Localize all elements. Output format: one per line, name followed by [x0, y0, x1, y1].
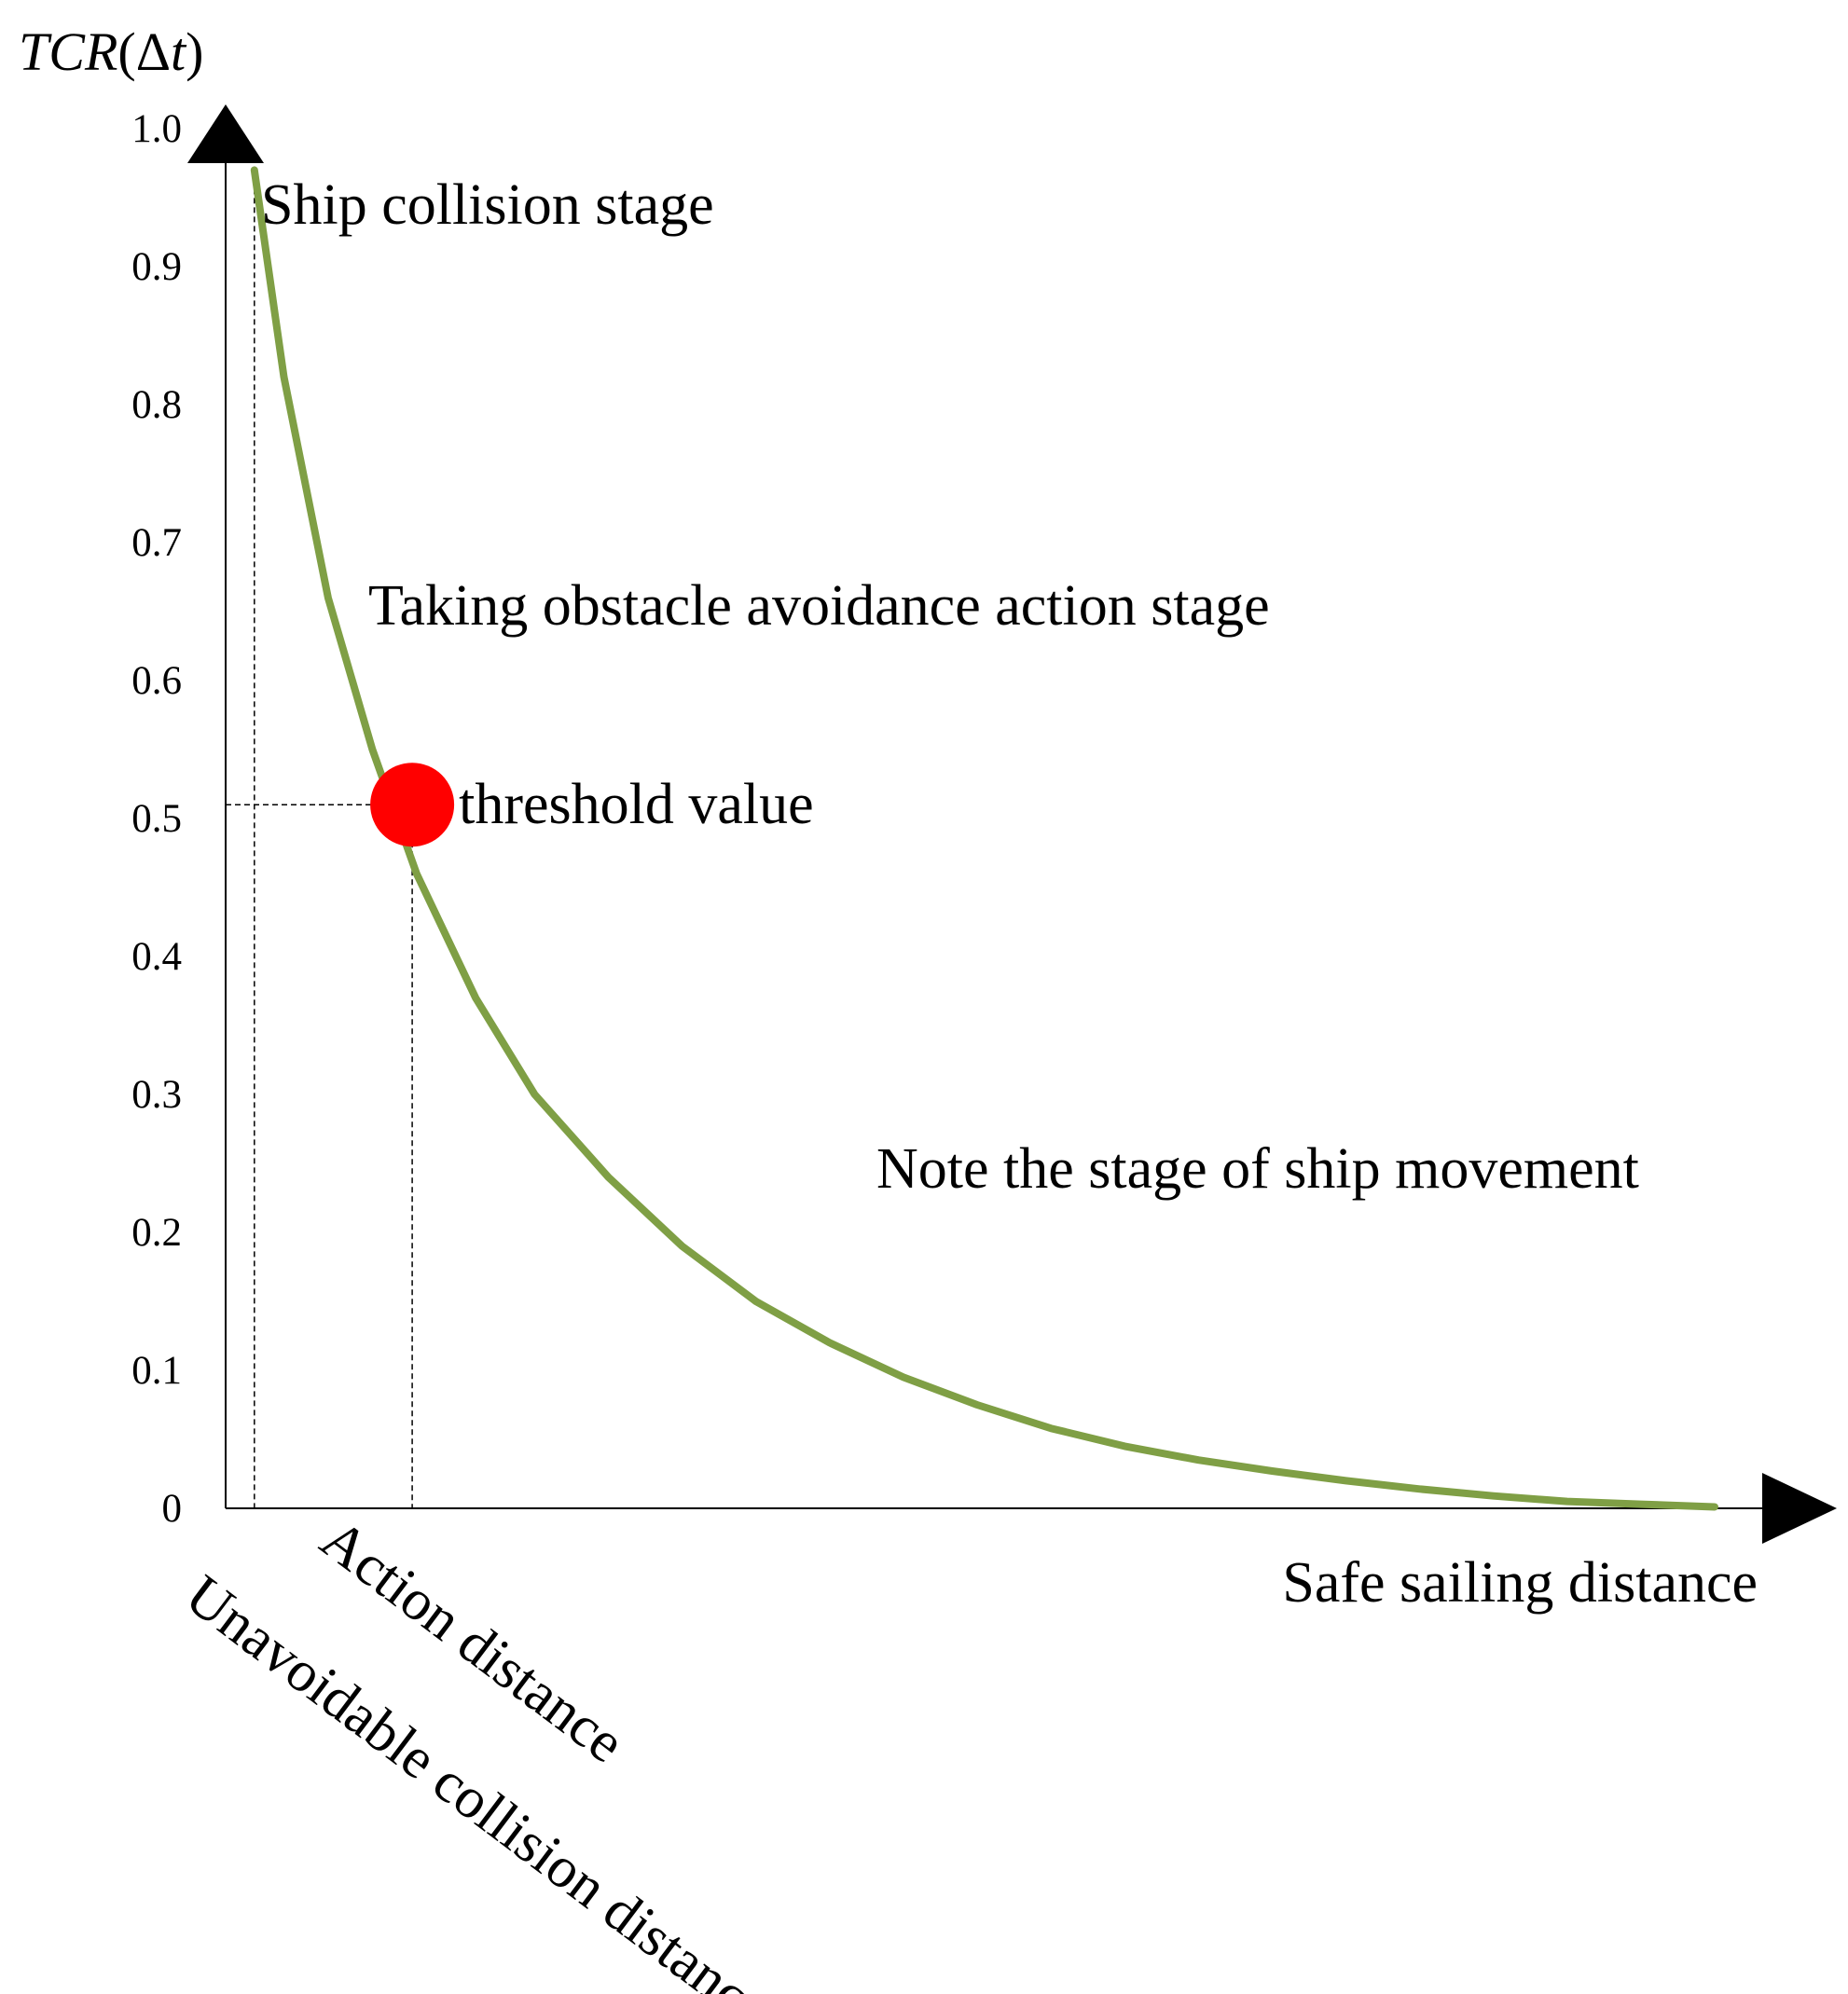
y-tick-label: 1.0: [131, 107, 182, 151]
y-tick-label: 0.5: [131, 797, 182, 841]
y-tick-label: 0.4: [131, 935, 182, 979]
y-tick-label: 0.7: [131, 521, 182, 565]
threshold-point: [370, 763, 455, 847]
y-tick-label: 0.9: [131, 245, 182, 289]
y-tick-label: 0.8: [131, 383, 182, 427]
x-axis-title: Safe sailing distance: [1282, 1551, 1758, 1615]
y-axis-title-open: (: [117, 21, 135, 82]
y-axis-title: TCR(Δt): [19, 21, 203, 82]
y-tick-label: 0.1: [131, 1349, 182, 1393]
annotation-ship-collision-stage: Ship collision stage: [261, 173, 714, 237]
threshold-label: threshold value: [459, 773, 814, 836]
y-tick-label: 0.3: [131, 1073, 182, 1117]
y-tick-label: 0: [162, 1487, 183, 1531]
y-tick-labels: 1.0 0.9 0.8 0.7 0.6 0.5 0.4 0.3 0.2 0.1 0: [131, 107, 182, 1531]
x-axis-arrow-icon: [1762, 1473, 1837, 1544]
reference-lines: [226, 170, 413, 1508]
y-tick-label: 0.2: [131, 1211, 182, 1255]
y-tick-label: 0.6: [131, 659, 182, 703]
annotation-ship-movement-stage: Note the stage of ship movement: [876, 1137, 1639, 1201]
annotation-avoidance-action-stage: Taking obstacle avoidance action stage: [368, 574, 1270, 638]
y-axis-title-prefix: TCR: [19, 21, 117, 82]
tcr-curve: [250, 166, 1718, 1511]
y-axis-title-close: ): [186, 21, 203, 82]
y-axis-title-var: t: [171, 21, 187, 82]
y-axis-arrow-icon: [187, 104, 264, 163]
y-axis-title-delta: Δ: [136, 21, 171, 82]
